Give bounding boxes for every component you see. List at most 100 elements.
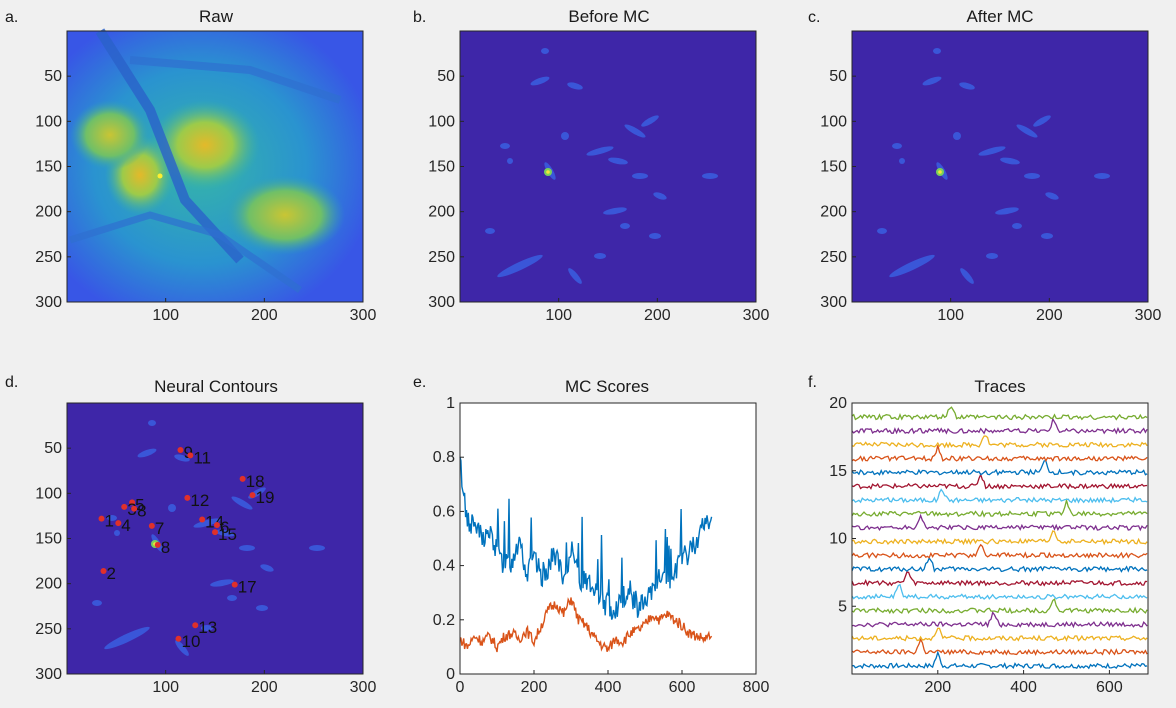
neuron-spot [653, 192, 667, 200]
y-ticks-d: 50 100 150 200 250 300 [35, 440, 71, 683]
neuron-spot [1000, 157, 1020, 165]
y-tick-label: 150 [428, 159, 455, 176]
x-tick-label: 100 [937, 307, 964, 324]
neuron-spot [114, 530, 120, 536]
contours-spots [92, 420, 325, 656]
y-tick-label: 10 [829, 531, 847, 548]
y-tick-label: 1 [446, 395, 455, 412]
y-tick-label: 0.4 [433, 558, 455, 575]
x-ticks-e: 0 200 400 600 800 [456, 670, 769, 696]
y-ticks-a: 50 100 150 200 250 300 [35, 68, 71, 311]
contour-marker [249, 492, 256, 499]
contour-label: 12 [190, 491, 209, 510]
neuron-spot [995, 207, 1019, 215]
x-tick-label: 200 [521, 679, 548, 696]
neuron-spot [500, 143, 510, 149]
panel-a: a. Raw 100 200 300 50 100 150 200 250 300 [5, 7, 376, 324]
contour-marker [213, 521, 220, 528]
neuron-spot [174, 454, 190, 462]
y-tick-label: 200 [35, 576, 62, 593]
neuron-spot [702, 173, 718, 179]
y-ticks-c: 50 100 150 200 250 300 [820, 68, 856, 311]
x-tick-label: 200 [924, 679, 951, 696]
neuron-spot [953, 132, 961, 140]
contour-label: 8 [137, 502, 146, 521]
x-tick-label: 0 [456, 679, 465, 696]
y-tick-label: 0.6 [433, 503, 455, 520]
contour-marker [187, 452, 194, 459]
trace-line [851, 417, 1148, 435]
contour-marker [100, 568, 107, 575]
contour-marker [154, 541, 161, 548]
contour-marker [212, 529, 218, 536]
neuron-spot [624, 124, 646, 138]
neuron-spot [497, 254, 543, 278]
trace-line [851, 650, 1148, 670]
contour-label: 18 [246, 472, 265, 491]
panel-e: e. MC Scores 0 200 400 600 800 0 0.2 0.4 0.6 0.8… [413, 374, 769, 696]
y-tick-label: 150 [35, 531, 62, 548]
trace-line [851, 488, 1148, 504]
neuron-spot [239, 545, 255, 551]
x-tick-label: 400 [595, 679, 622, 696]
x-tick-label: 100 [152, 307, 179, 324]
x-ticks-b: 100 200 300 [545, 298, 769, 324]
y-ticks-f: 5 10 15 20 [829, 395, 856, 615]
trace-line [851, 556, 1148, 573]
neuron-spot [632, 173, 648, 179]
y-tick-label: 50 [437, 68, 455, 85]
contour-label: 8 [161, 538, 170, 557]
x-tick-label: 600 [669, 679, 696, 696]
contour-marker [199, 516, 206, 523]
contour-label: 19 [255, 488, 274, 507]
x-tick-label: 200 [1036, 307, 1063, 324]
neuron-spot [541, 48, 549, 54]
score-series-line [459, 597, 713, 653]
plot-area-f [852, 403, 1148, 674]
x-tick-label: 200 [251, 679, 278, 696]
neuron-spot [148, 420, 156, 426]
y-tick-label: 200 [35, 204, 62, 221]
neuron-spot [1012, 223, 1022, 229]
y-tick-label: 200 [428, 204, 455, 221]
neuron-spot [1016, 124, 1038, 138]
x-tick-label: 400 [1010, 679, 1037, 696]
neuron-spot [309, 545, 325, 551]
title-b: Before MC [568, 7, 649, 26]
contour-label: 4 [121, 516, 130, 535]
neuron-spot [104, 626, 150, 650]
trace-line [851, 445, 1148, 463]
y-tick-label: 20 [829, 395, 847, 412]
trace-lines [851, 406, 1148, 670]
panel-d: d. Neural Contours 911181953812147146158… [5, 374, 376, 696]
y-tick-label: 200 [820, 204, 847, 221]
x-ticks-c: 100 200 300 [937, 298, 1161, 324]
neuron-spot [649, 233, 661, 239]
y-ticks-e: 0 0.2 0.4 0.6 0.8 1 [433, 395, 464, 683]
neuron-spot [594, 253, 606, 259]
y-tick-label: 300 [35, 666, 62, 683]
trace-line [851, 611, 1148, 629]
contour-marker [184, 494, 191, 501]
y-tick-label: 300 [35, 294, 62, 311]
mc-after-spots [877, 48, 1110, 284]
neuron-spot [603, 207, 627, 215]
neuron-spot [959, 82, 975, 90]
neuron-spot [1041, 233, 1053, 239]
title-d: Neural Contours [154, 377, 278, 396]
neuron-spot [1024, 173, 1040, 179]
score-series-line [459, 456, 713, 620]
neuron-spot [227, 595, 237, 601]
trace-line [851, 627, 1148, 642]
trace-line [851, 497, 1148, 518]
panel-label-b: b. [413, 9, 426, 26]
neuron-spot [507, 158, 513, 164]
y-tick-label: 50 [829, 68, 847, 85]
x-tick-label: 200 [251, 307, 278, 324]
neuron-spot [641, 115, 659, 127]
raw-vessel [129, 56, 342, 104]
contour-marker [131, 505, 138, 512]
y-tick-label: 100 [35, 485, 62, 502]
neuron-spot [485, 228, 495, 234]
